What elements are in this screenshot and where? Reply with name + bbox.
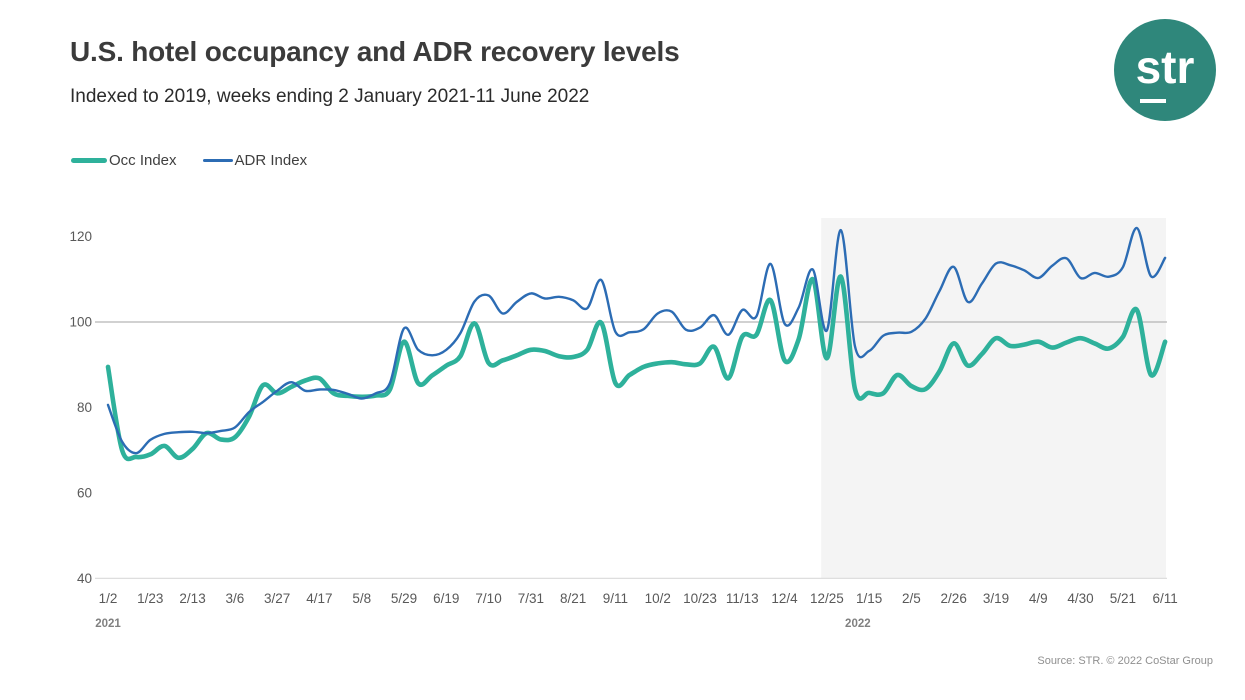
legend-item-occ: Occ Index [71,152,177,169]
page-subtitle: Indexed to 2019, weeks ending 2 January … [70,86,590,107]
page-title: U.S. hotel occupancy and ADR recovery le… [70,36,680,67]
str-logo: str [1114,19,1216,121]
x-tick-10-23: 10/23 [683,591,717,606]
x-tick-2-5: 2/5 [902,591,921,606]
x-tick-3-27: 3/27 [264,591,290,606]
x-tick-6-11: 6/11 [1152,591,1177,606]
shaded-2022-region [821,218,1166,579]
x-tick-5-29: 5/29 [391,591,417,606]
x-tick-1-15: 1/15 [856,591,882,606]
legend-item-adr: ADR Index [202,152,308,169]
x-tick-4-30: 4/30 [1067,591,1093,606]
year-label-2022: 2022 [845,618,871,630]
x-tick-9-11: 9/11 [603,591,628,606]
str-logo-underline [1140,99,1166,103]
x-tick-7-10: 7/10 [475,591,501,606]
occ-line-swatch [71,158,107,163]
x-tick-11-13: 11/13 [726,591,759,606]
x-tick-2-13: 2/13 [179,591,205,606]
adr-index-line [106,226,1167,455]
year-label-2021: 2021 [95,618,121,630]
x-tick-12-25: 12/25 [810,591,844,606]
y-tick-120: 120 [69,229,92,244]
str-logo-text: str [1135,41,1195,93]
x-tick-10-2: 10/2 [645,591,671,606]
x-tick-5-8: 5/8 [352,591,371,606]
x-tick-3-6: 3/6 [225,591,244,606]
y-tick-60: 60 [77,485,92,500]
source-attribution: Source: STR. © 2022 CoStar Group [1037,655,1213,667]
y-tick-80: 80 [77,400,92,415]
legend-label-occ: Occ Index [109,152,177,169]
adr-line-swatch [202,159,233,162]
y-tick-100: 100 [69,315,92,330]
y-tick-40: 40 [77,571,92,586]
x-tick-2-26: 2/26 [941,591,967,606]
x-tick-4-9: 4/9 [1029,591,1048,606]
legend-label-adr: ADR Index [234,152,308,169]
x-tick-3-19: 3/19 [983,591,1009,606]
chart-legend: Occ Index ADR Index [71,152,307,169]
x-tick-1-2: 1/2 [99,591,118,606]
x-tick-4-17: 4/17 [306,591,332,606]
x-tick-6-19: 6/19 [433,591,459,606]
x-tick-7-31: 7/31 [518,591,544,606]
x-tick-5-21: 5/21 [1110,591,1136,606]
x-tick-1-23: 1/23 [137,591,163,606]
occ-index-line [105,274,1168,462]
x-tick-12-4: 12/4 [771,591,798,606]
x-tick-8-21: 8/21 [560,591,586,606]
